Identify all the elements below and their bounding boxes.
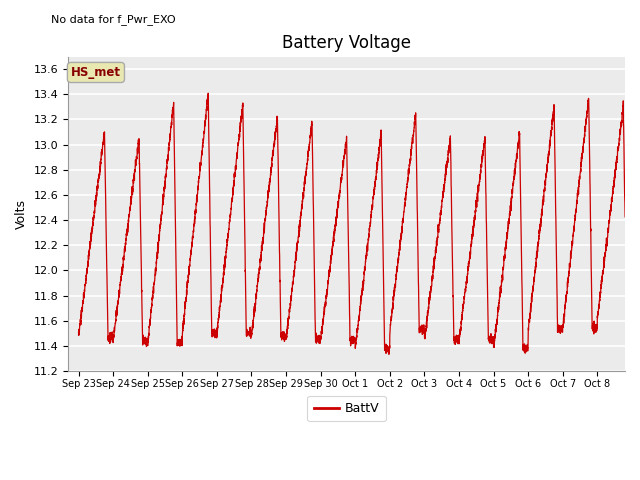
- Legend: BattV: BattV: [307, 396, 386, 421]
- Text: HS_met: HS_met: [71, 66, 121, 79]
- Y-axis label: Volts: Volts: [15, 199, 28, 229]
- Text: No data for f_Pwr_EXO: No data for f_Pwr_EXO: [51, 14, 176, 25]
- Title: Battery Voltage: Battery Voltage: [282, 34, 411, 52]
